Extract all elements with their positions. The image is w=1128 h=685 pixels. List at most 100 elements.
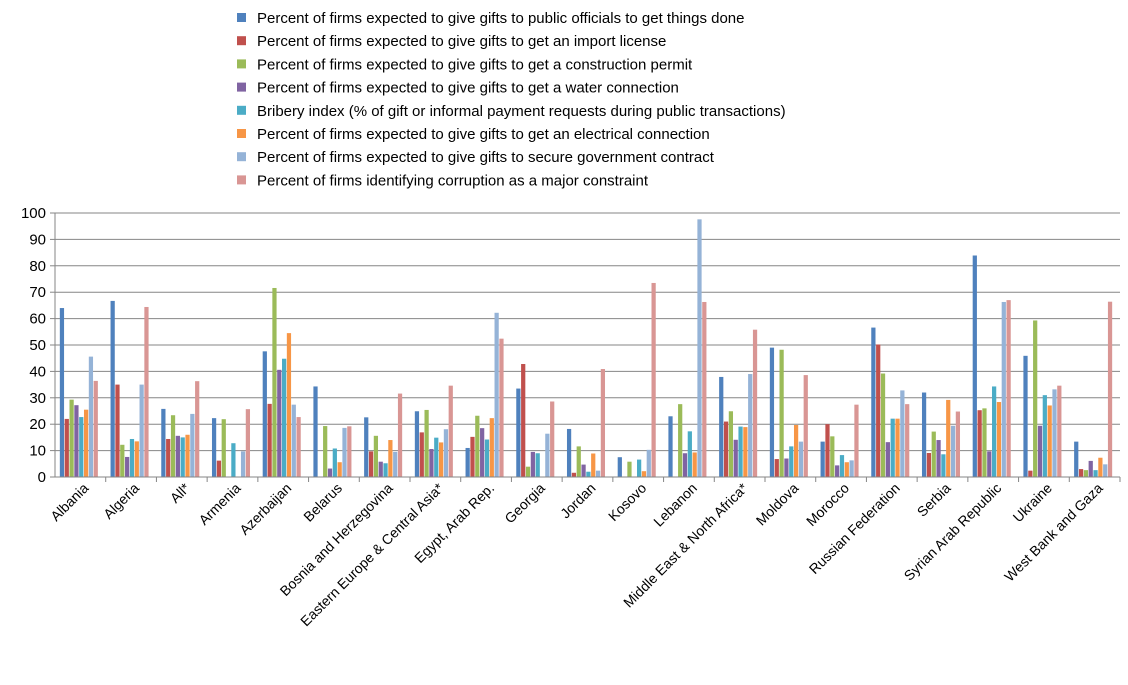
bar <box>728 411 734 477</box>
bar <box>93 380 98 477</box>
bar <box>1006 300 1011 477</box>
bar <box>1042 395 1047 477</box>
y-tick-label: 60 <box>29 311 46 328</box>
bar <box>499 338 504 477</box>
category-label: Russian Federation <box>806 480 903 577</box>
bar <box>342 427 347 477</box>
legend-swatch <box>237 175 246 185</box>
bar <box>987 451 992 477</box>
bar <box>839 455 845 477</box>
legend-label: Bribery index (% of gift or informal pay… <box>257 103 786 120</box>
bar <box>88 356 94 477</box>
bar <box>291 404 296 477</box>
legend-label: Percent of firms expected to give gifts … <box>257 10 745 27</box>
category-label: Albania <box>47 480 91 524</box>
bar <box>129 438 135 477</box>
bar <box>190 413 195 477</box>
bar <box>337 462 342 477</box>
bar <box>245 409 251 477</box>
bar <box>144 306 149 477</box>
bar <box>738 426 743 477</box>
bars <box>59 219 1113 477</box>
bar <box>697 219 702 477</box>
bar <box>125 456 130 477</box>
bar <box>600 369 606 477</box>
legend-swatch <box>237 129 246 138</box>
legend-label: Percent of firms identifying corruption … <box>257 172 649 189</box>
bar <box>211 418 217 477</box>
bar <box>977 410 982 477</box>
bar <box>475 415 480 477</box>
category-label: West Bank and Gaza <box>1001 480 1106 585</box>
bar <box>955 411 961 477</box>
bar <box>494 312 499 477</box>
y-tick-label: 50 <box>29 337 46 354</box>
y-axis: 0 10 20 30 40 50 60 70 80 90 100 <box>21 205 56 486</box>
bar <box>323 426 328 477</box>
bar <box>1107 301 1113 477</box>
legend-swatch <box>237 13 246 22</box>
legend-label: Percent of firms expected to give gifts … <box>257 149 715 166</box>
bar <box>231 443 236 477</box>
bar <box>166 438 171 477</box>
legend-swatch <box>237 59 246 69</box>
bar <box>240 451 246 477</box>
bar <box>793 424 799 477</box>
bar <box>1103 464 1108 477</box>
legend-swatch <box>237 105 246 115</box>
bar <box>139 384 144 477</box>
bar <box>996 402 1002 477</box>
category-label: Belarus <box>300 480 345 525</box>
bar <box>489 418 494 477</box>
bar <box>1028 470 1033 477</box>
bar <box>448 385 453 477</box>
bar <box>134 441 139 477</box>
bar <box>876 344 881 477</box>
bar <box>364 417 369 477</box>
bar <box>272 287 277 477</box>
category-label: Algeria <box>100 480 142 522</box>
bar <box>161 408 166 477</box>
bar <box>668 416 673 477</box>
category-label: All* <box>167 479 194 506</box>
bar <box>545 433 550 477</box>
bar <box>769 347 775 477</box>
category-label: Georgia <box>501 480 548 527</box>
category-label: Jordan <box>557 480 599 522</box>
bar <box>277 369 282 477</box>
category-label: Serbia <box>914 480 954 520</box>
bar <box>1057 385 1062 477</box>
bar <box>1088 460 1093 477</box>
category-label: Lebanon <box>650 480 700 530</box>
category-label: Morocco <box>803 480 852 529</box>
bar <box>530 451 535 477</box>
bar <box>946 399 951 477</box>
bar <box>550 401 555 477</box>
bar <box>180 437 185 477</box>
bar <box>890 418 895 477</box>
bar <box>692 452 697 477</box>
bar <box>830 436 835 477</box>
bar <box>397 393 403 477</box>
bar <box>789 446 794 477</box>
y-tick-label: 20 <box>29 416 46 433</box>
bar <box>1037 425 1043 477</box>
bar <box>1083 470 1089 477</box>
legend-swatch <box>237 36 246 46</box>
bar <box>678 404 683 477</box>
bar <box>419 432 424 477</box>
bar <box>327 468 333 477</box>
y-tick-label: 40 <box>29 363 46 380</box>
bar <box>438 442 444 477</box>
bar <box>1074 441 1079 477</box>
bar <box>282 358 287 477</box>
y-tick-label: 90 <box>29 231 46 248</box>
bar <box>83 409 89 477</box>
bar <box>825 424 830 477</box>
bar <box>844 462 849 477</box>
category-label: Armenia <box>195 480 243 528</box>
bar <box>185 434 190 477</box>
y-tick-label: 30 <box>29 390 46 407</box>
bar <box>1033 320 1038 477</box>
